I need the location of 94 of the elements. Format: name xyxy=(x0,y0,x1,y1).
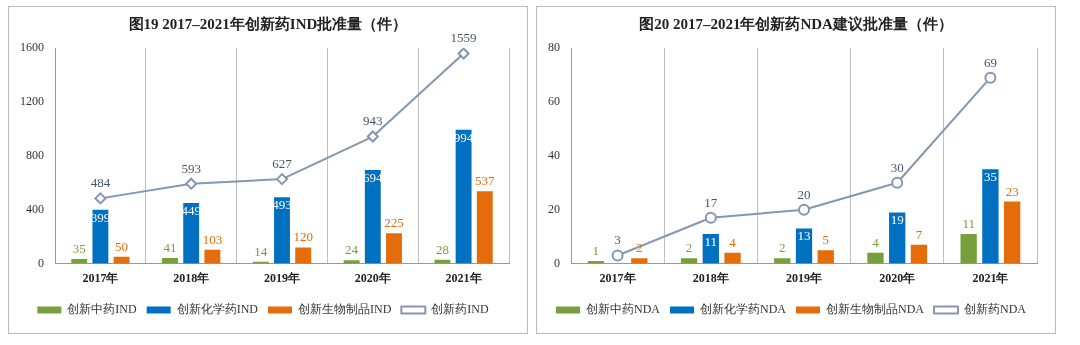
bar xyxy=(680,258,698,264)
x-tick-label: 2017年 xyxy=(82,270,119,285)
data-label: 11 xyxy=(962,215,975,231)
data-label: 484 xyxy=(90,175,111,191)
data-label: 225 xyxy=(384,215,404,231)
x-tick-label: 2021年 xyxy=(972,270,1009,285)
chart-title: 图20 2017–2021年创新药NDA建议批准量（件） xyxy=(638,15,954,34)
data-label: 11 xyxy=(704,233,718,249)
point xyxy=(611,249,624,262)
bar xyxy=(386,233,402,264)
x-tick-label: 2017年 xyxy=(599,270,636,285)
legend-label: 创新中药IND xyxy=(67,302,138,317)
x-tick-label: 2019年 xyxy=(786,270,822,285)
y-tick-label: 1200 xyxy=(20,94,44,109)
x-tick-label: 2019年 xyxy=(264,270,300,285)
data-label: 1559 xyxy=(450,30,477,46)
bar xyxy=(343,260,360,264)
bar xyxy=(204,249,221,264)
y-tick-label: 60 xyxy=(548,94,560,109)
data-label: 30 xyxy=(890,159,904,175)
data-label: 7 xyxy=(915,226,923,242)
legend-label: 创新药NDA xyxy=(964,302,1027,317)
data-label: 17 xyxy=(704,194,718,210)
bar xyxy=(113,256,130,264)
data-label: 3 xyxy=(614,232,621,248)
y-tick-label: 40 xyxy=(548,147,560,162)
y-tick-label: 0 xyxy=(554,255,560,270)
legend-label: 创新中药NDA xyxy=(586,302,661,317)
bar xyxy=(476,191,493,264)
bar xyxy=(982,169,999,264)
bar xyxy=(274,197,290,264)
bar xyxy=(889,212,906,264)
point xyxy=(276,173,288,186)
data-label: 24 xyxy=(345,242,359,258)
data-label: 35 xyxy=(72,240,86,256)
point xyxy=(94,192,107,205)
data-label: 28 xyxy=(435,241,449,257)
data-label: 2 xyxy=(779,240,786,256)
data-label: 35 xyxy=(983,169,997,185)
x-tick-label: 2020年 xyxy=(879,270,916,285)
data-label: 120 xyxy=(293,229,313,245)
bar xyxy=(960,233,977,264)
data-label: 19 xyxy=(890,212,904,228)
data-label: 50 xyxy=(115,238,129,254)
bar xyxy=(631,258,648,264)
bar xyxy=(910,244,928,264)
data-label: 627 xyxy=(272,156,293,172)
y-tick-label: 0 xyxy=(38,255,44,270)
legend-label: 创新化学药NDA xyxy=(700,302,787,317)
point xyxy=(984,71,997,84)
bar xyxy=(455,129,472,264)
point xyxy=(185,177,198,190)
data-label: 4 xyxy=(872,234,880,250)
chart-title: 图19 2017–2021年创新药IND批准量（件） xyxy=(128,16,408,32)
bar xyxy=(1003,201,1021,264)
y-tick-label: 20 xyxy=(548,201,560,216)
data-label: 69 xyxy=(983,54,997,70)
data-label: 103 xyxy=(202,231,223,247)
y-tick-label: 80 xyxy=(548,40,560,55)
data-label: 13 xyxy=(797,228,811,244)
data-label: 41 xyxy=(163,240,177,255)
point xyxy=(366,130,379,143)
data-label: 537 xyxy=(475,173,496,189)
data-label: 14 xyxy=(254,243,268,259)
bar xyxy=(724,252,741,264)
data-label: 593 xyxy=(181,160,201,176)
legend-label: 创新药IND xyxy=(431,302,489,317)
point xyxy=(798,203,810,216)
bar xyxy=(817,250,834,264)
bar xyxy=(295,247,312,264)
data-label: 20 xyxy=(797,186,811,202)
data-label: 5 xyxy=(822,232,829,248)
data-label: 2 xyxy=(685,240,693,256)
x-tick-label: 2021年 xyxy=(445,270,482,285)
legend-label: 创新生物制品NDA xyxy=(826,302,925,317)
point xyxy=(457,48,470,60)
point xyxy=(891,176,904,189)
data-label: 4 xyxy=(729,234,737,250)
bar xyxy=(162,258,178,264)
y-tick-label: 1600 xyxy=(20,40,44,55)
point xyxy=(704,211,717,224)
x-tick-label: 2018年 xyxy=(692,270,729,285)
legend-label: 创新化学药IND xyxy=(176,302,259,317)
legend-label: 创新生物制品IND xyxy=(298,302,392,317)
bar xyxy=(774,258,791,264)
data-label: 943 xyxy=(363,113,383,129)
bar xyxy=(867,252,884,264)
data-label: 2 xyxy=(636,240,643,256)
data-label: 1 xyxy=(592,242,600,258)
x-tick-label: 2020年 xyxy=(354,270,391,285)
y-tick-label: 800 xyxy=(26,147,44,162)
x-tick-label: 2018年 xyxy=(173,270,210,285)
y-tick-label: 400 xyxy=(26,201,44,216)
data-label: 23 xyxy=(1005,183,1019,199)
